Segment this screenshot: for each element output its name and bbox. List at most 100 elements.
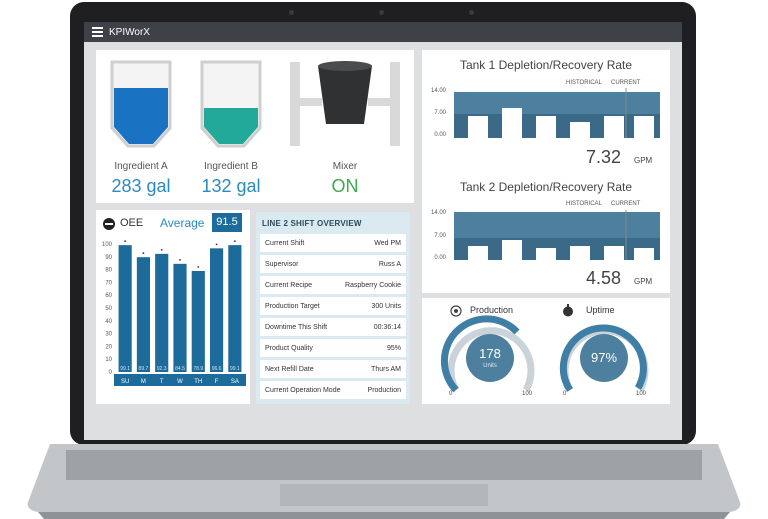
shift-row: Next Refill Date Thurs AM bbox=[260, 360, 406, 378]
oee-bar bbox=[191, 271, 205, 372]
tank2-current-label: CURRENT bbox=[611, 201, 641, 207]
shift-row: Product Quality 95% bbox=[260, 339, 406, 357]
oee-x-tick: F bbox=[215, 379, 219, 385]
oee-target-dot bbox=[124, 240, 127, 243]
oee-x-tick: SA bbox=[231, 379, 239, 385]
production-max: 100 bbox=[522, 391, 533, 397]
oee-x-axis-band bbox=[114, 374, 246, 386]
oee-bar bbox=[118, 245, 132, 372]
oee-y-tick: 100 bbox=[102, 242, 113, 248]
shift-row-value: 00:36:14 bbox=[373, 323, 401, 331]
oee-x-tick: M bbox=[141, 379, 146, 385]
oee-y-tick: 70 bbox=[105, 280, 112, 286]
shift-row-value: Wed PM bbox=[374, 239, 401, 247]
tank2-unit: GPM bbox=[634, 277, 653, 286]
tank1-unit: GPM bbox=[634, 156, 653, 165]
title-bar: KPIWorX bbox=[84, 22, 682, 42]
tank2-ytick: 0.00 bbox=[434, 255, 446, 261]
shift-row-label: Production Target bbox=[265, 302, 320, 310]
oee-bar bbox=[209, 248, 224, 372]
shift-row-label: Product Quality bbox=[265, 344, 313, 352]
oee-bar-label: 96.6 bbox=[212, 366, 222, 372]
oee-x-tick: SU bbox=[121, 379, 129, 385]
tank1-ytick: 0.00 bbox=[434, 132, 446, 138]
oee-y-tick: 60 bbox=[105, 293, 112, 299]
oee-y-tick: 30 bbox=[105, 332, 112, 338]
shift-overview-panel: LINE 2 SHIFT OVERVIEW Current Shift Wed P… bbox=[256, 212, 410, 404]
tanks-graphic bbox=[110, 60, 400, 148]
shift-row: Downtime This Shift 00:36:14 bbox=[260, 318, 406, 336]
mixer-label: Mixer bbox=[332, 161, 358, 172]
uptime-min: 0 bbox=[563, 391, 567, 397]
tank1-ytick: 7.00 bbox=[434, 110, 446, 116]
shift-row-value: 95% bbox=[386, 344, 401, 352]
oee-bar-chart: 100908070605040302010099.1SU89.7M92.3T84… bbox=[102, 240, 246, 386]
shift-row-label: Current Shift bbox=[265, 239, 305, 247]
shift-row: Current Shift Wed PM bbox=[260, 234, 406, 252]
shift-row: Current Operation Mode Production bbox=[260, 381, 406, 399]
shift-row-value: Russ A bbox=[378, 260, 401, 268]
tank2-historical-label: HISTORICAL bbox=[566, 201, 602, 207]
keyboard bbox=[66, 450, 702, 480]
oee-icon bbox=[103, 218, 115, 230]
oee-bar bbox=[228, 245, 242, 372]
ingredient-b-tank bbox=[200, 60, 262, 148]
oee-x-tick: T bbox=[160, 379, 164, 385]
oee-bar-label: 92.3 bbox=[157, 366, 167, 372]
uptime-title: Uptime bbox=[586, 305, 615, 315]
oee-target-dot bbox=[142, 252, 145, 255]
shift-row: Current Recipe Raspberry Cookie bbox=[260, 276, 406, 294]
oee-target-dot bbox=[179, 258, 181, 261]
production-title: Production bbox=[470, 305, 514, 315]
shift-row-label: Downtime This Shift bbox=[265, 323, 328, 331]
camera-icon bbox=[379, 10, 384, 15]
oee-bar-label: 99.1 bbox=[230, 366, 240, 372]
shift-rows: Current Shift Wed PM Supervisor Russ A Cur… bbox=[256, 234, 410, 399]
laptop-base bbox=[27, 444, 741, 519]
oee-bar-label: 99.1 bbox=[120, 366, 130, 372]
shift-row-label: Supervisor bbox=[265, 260, 299, 268]
oee-bar-label: 78.9 bbox=[193, 366, 203, 372]
trackpad bbox=[280, 484, 488, 506]
ingredient-a-tank bbox=[110, 60, 172, 148]
tank1-current-label: CURRENT bbox=[611, 80, 641, 86]
oee-target-dot bbox=[215, 243, 218, 246]
oee-target-dot bbox=[160, 248, 163, 251]
oee-panel: OEE Average 91.5 100 90 80 70 60 50 40 30 20 10 0 9… bbox=[96, 210, 250, 404]
tank1-title: Tank 1 Depletion/Recovery Rate bbox=[459, 58, 633, 72]
ingredient-b-value: 132 gal bbox=[201, 176, 261, 196]
tank1-historical-label: HISTORICAL bbox=[566, 80, 602, 86]
oee-label: OEE bbox=[120, 217, 144, 229]
app-title: KPIWorX bbox=[109, 26, 150, 38]
tank-rates-panel: Tank 1 Depletion/Recovery Rate HISTORICA… bbox=[422, 50, 670, 293]
oee-bar bbox=[155, 253, 169, 372]
tank2-ytick: 14.00 bbox=[430, 210, 446, 216]
oee-x-tick: TH bbox=[194, 379, 202, 385]
tank2-value: 4.58 bbox=[586, 268, 622, 288]
hamburger-menu-icon[interactable] bbox=[92, 27, 103, 37]
oee-bar-label: 84.5 bbox=[175, 366, 185, 372]
production-unit: Units bbox=[483, 363, 497, 369]
tank1-rate-chart bbox=[454, 88, 660, 138]
shift-row-label: Next Refill Date bbox=[265, 365, 314, 373]
oee-y-tick: 10 bbox=[105, 357, 112, 363]
shift-row: Production Target 300 Units bbox=[260, 297, 406, 315]
mixer-icon bbox=[290, 61, 400, 146]
oee-target-dot bbox=[197, 266, 200, 268]
uptime-max: 100 bbox=[636, 391, 647, 397]
production-min: 0 bbox=[449, 391, 453, 397]
shift-row-value: Thurs AM bbox=[371, 365, 401, 373]
tank2-rate-chart bbox=[454, 210, 660, 260]
oee-x-tick: W bbox=[177, 379, 183, 385]
oee-bar bbox=[136, 257, 151, 372]
oee-y-tick: 20 bbox=[105, 344, 112, 350]
uptime-value: 97% bbox=[590, 350, 618, 365]
tank2-ytick: 7.00 bbox=[434, 233, 446, 239]
shift-row: Supervisor Russ A bbox=[260, 255, 406, 273]
oee-y-tick: 40 bbox=[105, 319, 112, 325]
oee-y-tick: 90 bbox=[105, 255, 112, 261]
tank1-ytick: 14.00 bbox=[430, 88, 446, 94]
tank2-title: Tank 2 Depletion/Recovery Rate bbox=[459, 180, 633, 194]
shift-row-value: Production bbox=[367, 386, 401, 394]
production-value: 178 bbox=[479, 346, 501, 361]
